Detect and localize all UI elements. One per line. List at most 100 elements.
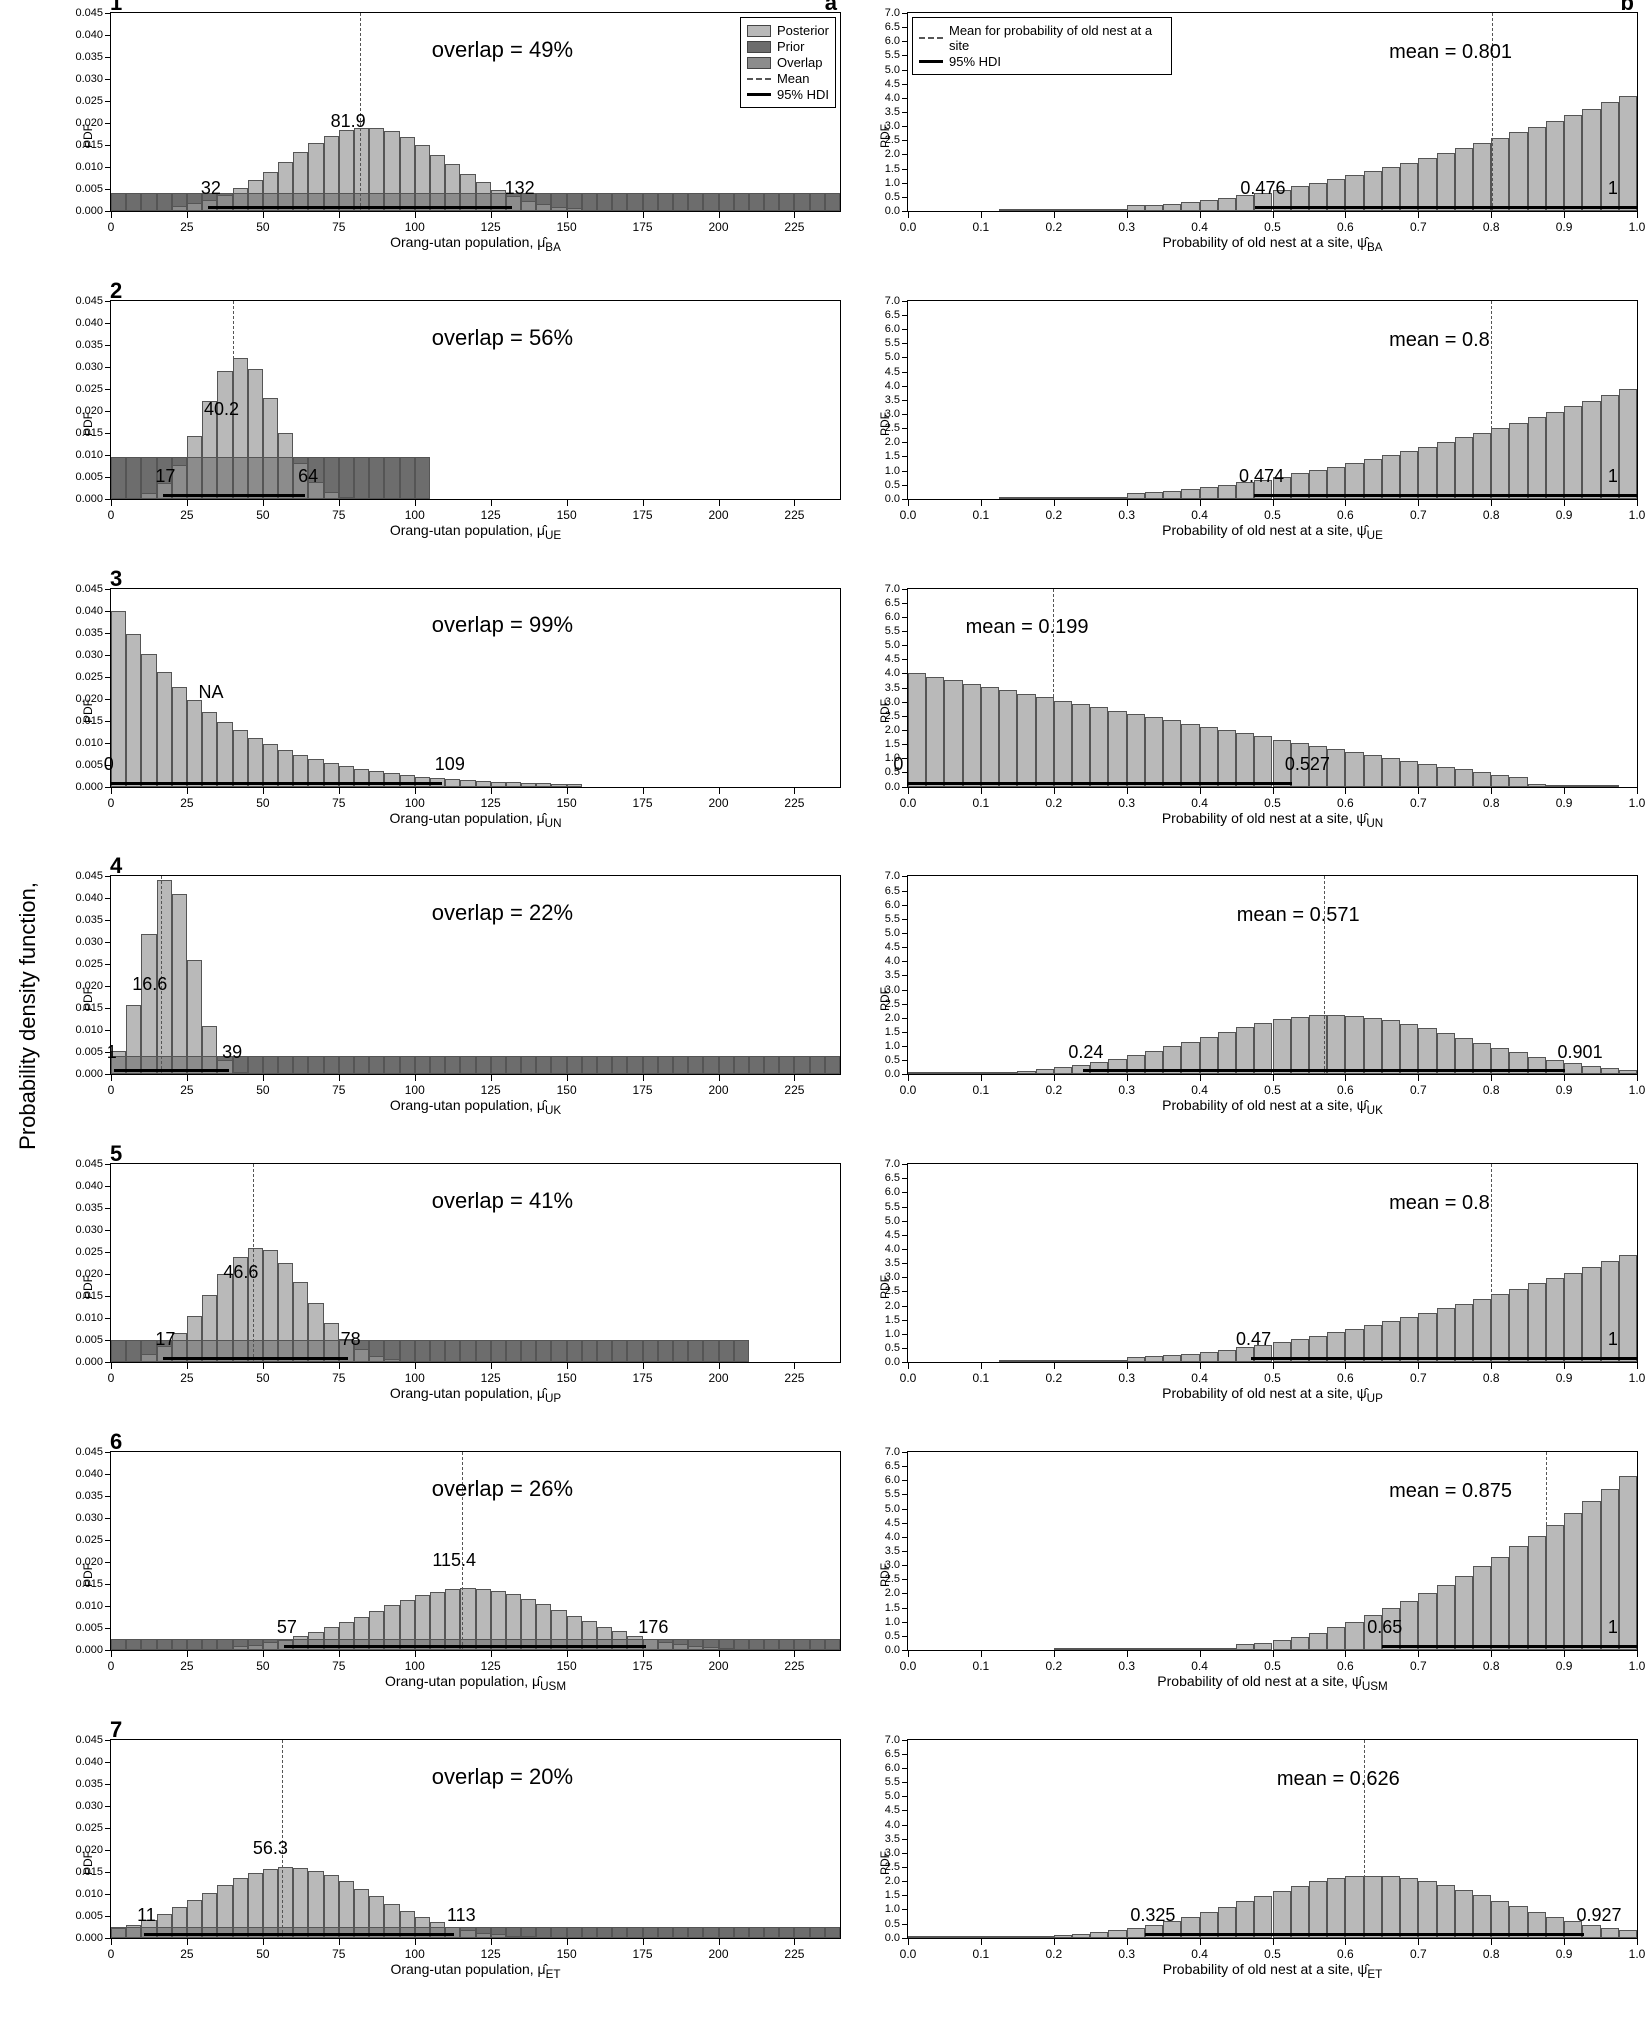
hdi-bar <box>1382 1645 1637 1648</box>
histogram-bar <box>734 1639 749 1650</box>
y-tick-label: 0.010 <box>75 737 103 749</box>
histogram-bar <box>1491 428 1509 499</box>
histogram-bar <box>1090 497 1108 499</box>
histogram-bar <box>825 193 840 211</box>
histogram-bar <box>1181 202 1199 211</box>
y-tick-label: 0.015 <box>75 1290 103 1302</box>
x-tick-label: 1.0 <box>1629 1659 1646 1673</box>
panel-right-7: PDFmean = 0.6260.3250.9270.00.51.01.52.0… <box>859 1739 1638 1987</box>
histogram-bar <box>612 1927 627 1938</box>
y-tick-label: 6.5 <box>885 1748 900 1760</box>
hdi-bar <box>208 206 512 209</box>
histogram-bar <box>551 784 566 787</box>
y-tick-label: 0.005 <box>75 1046 103 1058</box>
histogram-bar <box>1036 209 1054 211</box>
hdi-bar <box>1083 1069 1565 1072</box>
x-tick-label: 1.0 <box>1629 1371 1646 1385</box>
histogram-bar <box>1546 412 1564 499</box>
histogram-bar <box>810 1056 825 1074</box>
y-tick-label: 0.005 <box>75 759 103 771</box>
panel-left-6: PDF6overlap = 26%115.4571760.0000.0050.0… <box>62 1451 841 1699</box>
x-tick-label: 150 <box>557 220 577 234</box>
histogram-bar <box>1582 1501 1600 1650</box>
x-label: Orang-utan population, μ̂UN <box>110 810 841 830</box>
y-tick-label: 0.5 <box>885 191 900 203</box>
histogram-bar <box>445 1340 460 1362</box>
histogram-bar <box>551 1056 566 1074</box>
y-tick-label: 1.0 <box>885 177 900 189</box>
histogram-bar <box>400 457 415 499</box>
histogram-bar <box>1491 1557 1509 1650</box>
histogram-bar <box>1200 1648 1218 1650</box>
histogram-bar <box>157 672 172 787</box>
histogram-bar <box>1127 1928 1145 1938</box>
panel-left-2: PDF2overlap = 56%40.217640.0000.0050.010… <box>62 300 841 548</box>
histogram-bar <box>908 1072 926 1074</box>
x-tick-label: 0.3 <box>1118 1947 1135 1961</box>
y-tick-label: 5.5 <box>885 1201 900 1213</box>
histogram-bar <box>1582 1267 1600 1362</box>
y-tick-label: 0.030 <box>75 1224 103 1236</box>
x-tick-label: 0.5 <box>1264 1371 1281 1385</box>
histogram-bar <box>1036 697 1054 786</box>
y-tick-label: 2.0 <box>885 1012 900 1024</box>
histogram-bar <box>1108 1930 1126 1937</box>
y-tick-label: 0.045 <box>75 1734 103 1746</box>
histogram-bar <box>627 193 642 211</box>
x-tick-label: 0.6 <box>1337 1371 1354 1385</box>
histogram-bar <box>536 204 551 211</box>
histogram-bar <box>1345 1016 1363 1075</box>
histogram-bar <box>400 1056 415 1074</box>
histogram-bar <box>1036 1069 1054 1074</box>
x-tick-label: 0.1 <box>973 1659 990 1673</box>
y-tick-label: 5.0 <box>885 351 900 363</box>
y-tick-label: 4.0 <box>885 667 900 679</box>
y-tick-label: 0.040 <box>75 29 103 41</box>
histogram-bar <box>1036 497 1054 499</box>
y-tick-label: 0.0 <box>885 781 900 793</box>
hdi-bar <box>111 782 442 785</box>
x-tick-label: 225 <box>784 1659 804 1673</box>
histogram-bar <box>415 1340 430 1362</box>
y-tick-label: 0.045 <box>75 1158 103 1170</box>
global-y-label: Probability density function, <box>15 882 41 1150</box>
histogram-bar <box>460 1340 475 1362</box>
histogram-bar <box>1200 727 1218 787</box>
x-tick-label: 125 <box>481 1659 501 1673</box>
mean-annot: 16.6 <box>132 974 167 995</box>
x-tick-label: 0.0 <box>900 1659 917 1673</box>
histogram-bar <box>187 1639 202 1650</box>
histogram-bar <box>734 1056 749 1074</box>
histogram-bar <box>719 1340 734 1362</box>
histogram-bar <box>263 1642 278 1650</box>
x-tick-label: 75 <box>332 220 345 234</box>
histogram-bar <box>981 1072 999 1074</box>
histogram-bar <box>1145 1648 1163 1650</box>
y-tick-label: 2.5 <box>885 422 900 434</box>
x-tick-label: 0.7 <box>1410 220 1427 234</box>
panel-left-3: PDF3overlap = 99%NA01090.0000.0050.0100.… <box>62 588 841 836</box>
bars-layer <box>908 1164 1637 1362</box>
hdi-lo-annot: 0.47 <box>1236 1329 1271 1350</box>
x-tick-label: 0.9 <box>1556 1659 1573 1673</box>
histogram-bar <box>1236 733 1254 786</box>
histogram-bar <box>506 1340 521 1362</box>
histogram-bar <box>476 781 491 787</box>
x-tick-label: 50 <box>256 1947 269 1961</box>
y-tick-label: 0.0 <box>885 1644 900 1656</box>
x-tick-label: 150 <box>557 1371 577 1385</box>
histogram-bar <box>1437 1585 1455 1650</box>
histogram-bar <box>1473 433 1491 499</box>
x-tick-label: 75 <box>332 796 345 810</box>
histogram-bar <box>506 1056 521 1074</box>
histogram-bar <box>703 1647 718 1650</box>
x-tick-label: 125 <box>481 220 501 234</box>
histogram-bar <box>187 203 202 211</box>
y-tick-label: 4.5 <box>885 1517 900 1529</box>
x-tick-label: 100 <box>405 1947 425 1961</box>
y-tick-label: 1.5 <box>885 1026 900 1038</box>
x-tick-label: 0.3 <box>1118 1083 1135 1097</box>
histogram-bar <box>926 1072 944 1074</box>
hdi-hi-annot: 0.527 <box>1285 754 1330 775</box>
histogram-bar <box>567 1927 582 1938</box>
